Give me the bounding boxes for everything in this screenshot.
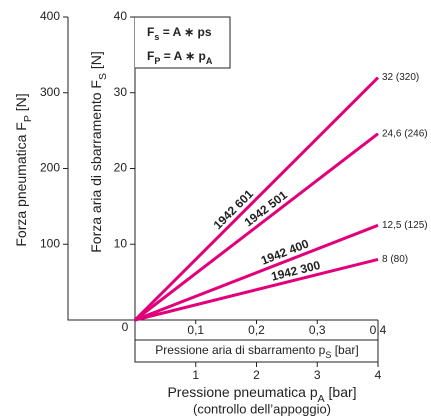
- series-line: [134, 257, 379, 322]
- x2-axis-note: (controllo dell’appoggio): [193, 401, 331, 416]
- value-label: 12,5 (125): [382, 220, 428, 231]
- y2-axis-title-part: [N]: [13, 93, 29, 115]
- y2-axis-title-part: P: [22, 115, 34, 122]
- x2-tick-label: 4: [375, 368, 382, 382]
- y2-tick-label: 400: [40, 9, 60, 23]
- x-axis-title-part: S: [325, 350, 331, 360]
- x-axis-title-part: [bar]: [331, 343, 358, 357]
- y-axis-title-part: S: [97, 73, 109, 80]
- formula-part: = A ∗ p: [160, 49, 206, 63]
- x-tick-label: 0,2: [248, 323, 265, 337]
- formula-part: P: [154, 56, 160, 66]
- axis-line: [135, 320, 379, 362]
- x2-tick-label: 2: [253, 368, 260, 382]
- series-line: [134, 132, 379, 322]
- formula-part: F: [147, 25, 154, 39]
- y2-tick-label: 200: [40, 161, 60, 175]
- value-label: 8 (80): [382, 254, 408, 265]
- axis-line: [67, 17, 135, 321]
- formula-part: F: [147, 49, 154, 63]
- formula-part: s: [154, 32, 159, 42]
- y-tick-label: 40: [114, 9, 128, 23]
- formula-part: = A ∗ ps: [159, 25, 212, 39]
- y-axis-title-part: [N]: [88, 51, 104, 73]
- x2-tick-label: 1: [192, 368, 199, 382]
- x-axis-title: Pressione aria di sbarramento pS [bar]: [155, 343, 358, 360]
- x2-tick-label: 3: [314, 368, 321, 382]
- formula-box: [135, 16, 231, 69]
- y-tick-label: 30: [114, 85, 128, 99]
- formula: Fs = A ∗ ps: [147, 25, 212, 42]
- y2-axis-title: Forza pneumatica FP [N]: [13, 93, 34, 246]
- y-tick-label: 10: [114, 236, 128, 250]
- x-tick-label: 0,4: [370, 323, 387, 337]
- y2-tick-label: 100: [40, 236, 60, 250]
- formula: FP = A ∗ pA: [147, 49, 213, 66]
- y-axis-title: Forza aria di sbarramento FS [N]: [88, 51, 109, 253]
- series-line: [133, 76, 380, 322]
- value-label: 32 (320): [382, 72, 419, 83]
- y2-axis-title-part: Forza pneumatica F: [13, 122, 29, 247]
- y2-tick-label: 300: [40, 85, 60, 99]
- series-line: [134, 223, 379, 322]
- x-axis-title-part: Pressione aria di sbarramento p: [155, 343, 325, 357]
- value-label: 24,6 (246): [382, 128, 428, 139]
- y-tick-label: 20: [114, 161, 128, 175]
- y-tick-label: 0: [122, 320, 129, 334]
- x2-axis-title-part: [bar]: [325, 384, 357, 400]
- x-tick-label: 0,3: [309, 323, 326, 337]
- y-axis-title-part: Forza aria di sbarramento F: [88, 80, 104, 253]
- axis-line: [134, 17, 378, 363]
- x2-axis-title: Pressione pneumatica pA [bar]: [167, 384, 356, 405]
- x-tick-label: 0,1: [187, 323, 204, 337]
- x2-axis-title-part: A: [318, 393, 325, 405]
- formula-part: A: [206, 56, 213, 66]
- x2-axis-title-part: Pressione pneumatica p: [167, 384, 317, 400]
